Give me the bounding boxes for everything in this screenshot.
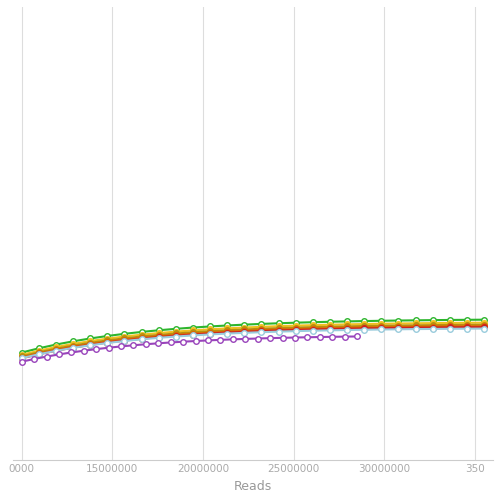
X-axis label: Reads: Reads [234, 480, 272, 493]
